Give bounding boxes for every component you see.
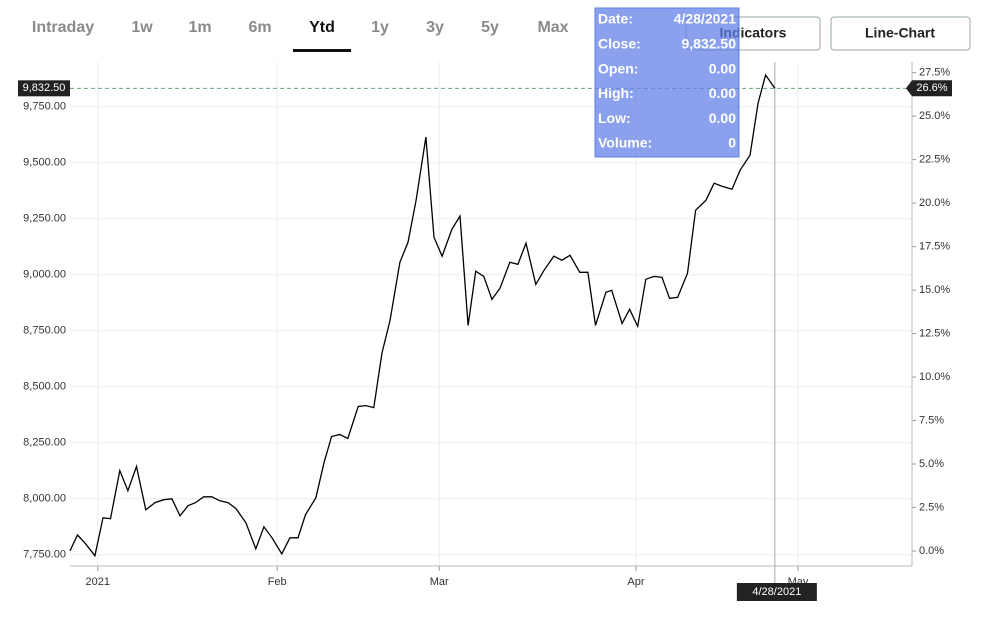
y-tick-label: 9,250.00 xyxy=(23,213,66,225)
tab[interactable]: Ytd xyxy=(309,19,335,36)
tab[interactable]: 1y xyxy=(371,19,389,36)
y-tick-label: 8,750.00 xyxy=(23,325,66,337)
tab[interactable]: 3y xyxy=(426,19,444,36)
tooltip-rows: Date: 4/28/2021 Close: 9,832.50 Open: 0.00 Hig… xyxy=(598,11,736,151)
y2-tick-label: 0.0% xyxy=(919,545,944,557)
y-tick-label: 7,750.00 xyxy=(23,549,66,561)
tooltip-label: Low: xyxy=(598,110,631,126)
tooltip-label: Open: xyxy=(598,60,638,76)
y2-tick-label: 22.5% xyxy=(919,154,950,166)
tooltip-value: 0.00 xyxy=(709,85,736,101)
date-tag xyxy=(736,583,817,601)
x-tick-label: 2021 xyxy=(86,576,110,588)
tab[interactable]: 1m xyxy=(188,19,211,36)
y-tick-label: 9,000.00 xyxy=(23,269,66,281)
y2-tick-label: 5.0% xyxy=(919,458,944,470)
y-tick-label: 8,250.00 xyxy=(23,437,66,449)
y2-tick-label: 7.5% xyxy=(919,414,944,426)
x-tick-label: Mar xyxy=(430,576,449,588)
change-tag xyxy=(906,80,952,97)
tooltip-value: 0 xyxy=(728,135,736,151)
y2-tick-label: 25.0% xyxy=(919,110,950,122)
tab[interactable]: Max xyxy=(537,19,568,36)
tab[interactable]: 5y xyxy=(481,19,499,36)
y2-tick-label: 17.5% xyxy=(919,240,950,252)
y2-tick-label: 2.5% xyxy=(919,501,944,513)
y2-tick-label: 20.0% xyxy=(919,197,950,209)
value-tag-label: 9,832.50 xyxy=(23,82,66,94)
tooltip-label: High: xyxy=(598,85,634,101)
y-tick-label: 9,500.00 xyxy=(23,157,66,169)
date-tag-label: 4/28/2021 xyxy=(752,586,801,598)
tooltip-label: Date: xyxy=(598,11,633,27)
y2-tick-label: 15.0% xyxy=(919,284,950,296)
tab[interactable]: 6m xyxy=(248,19,271,36)
active-tab-underline xyxy=(293,49,351,52)
y2-tick-label: 27.5% xyxy=(919,67,950,79)
tab[interactable]: 1w xyxy=(131,19,153,36)
value-tag xyxy=(18,80,70,97)
button-label[interactable]: Line-Chart xyxy=(865,25,935,41)
tab[interactable]: Intraday xyxy=(32,19,94,36)
tooltip xyxy=(594,7,740,158)
y2-tick-label: 12.5% xyxy=(919,327,950,339)
tooltip-value: 4/28/2021 xyxy=(674,11,736,27)
y-tick-label: 8,000.00 xyxy=(23,493,66,505)
price-line xyxy=(69,73,776,558)
x-tick-label: Apr xyxy=(627,576,644,588)
tooltip-label: Close: xyxy=(598,36,641,52)
tooltip-value: 0.00 xyxy=(709,110,736,126)
change-tag-label: 26.6% xyxy=(916,82,947,94)
x-tick-label: Feb xyxy=(268,576,287,588)
y-tick-label: 9,750.00 xyxy=(23,101,66,113)
tooltip-value: 9,832.50 xyxy=(682,36,737,52)
y-tick-label: 8,500.00 xyxy=(23,381,66,393)
plot: 7,750.00 8,000.00 8,250.00 8,500.00 8,750.00… xyxy=(18,62,952,601)
y2-tick-label: 10.0% xyxy=(919,371,950,383)
tooltip-label: Volume: xyxy=(598,135,652,151)
tooltip-value: 0.00 xyxy=(709,60,736,76)
line-chart-button[interactable] xyxy=(830,16,971,51)
